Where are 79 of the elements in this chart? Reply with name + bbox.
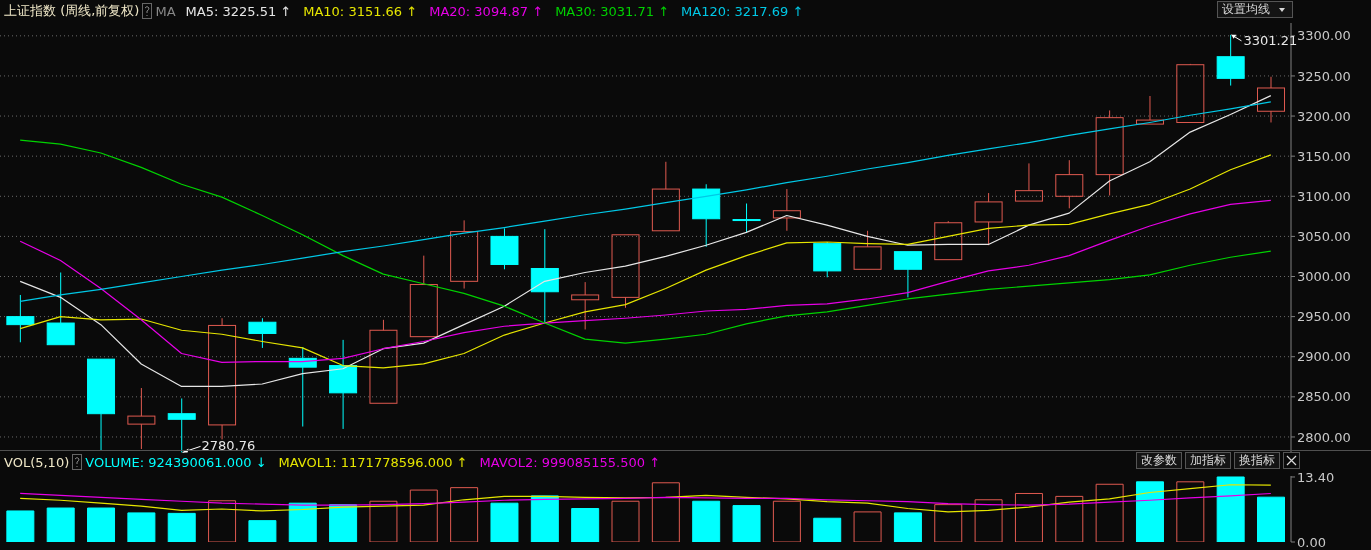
text: MA30: 3031.71 ↑: [555, 3, 670, 19]
bar: [1216, 476, 1245, 542]
bar: [167, 512, 196, 542]
candlestick: [248, 317, 277, 349]
bar: [853, 511, 882, 542]
annotation: 2780.76: [201, 438, 256, 454]
candlestick: [571, 281, 600, 330]
bar: [490, 502, 519, 542]
annotation: 加指标: [1185, 452, 1231, 469]
bar: [329, 504, 358, 542]
line-series: [19, 154, 1272, 369]
y-tick-label: 3150.00: [1297, 148, 1351, 164]
y-tick-label: 3000.00: [1297, 269, 1351, 285]
y-tick-label: 3250.00: [1297, 68, 1351, 84]
candlestick: [530, 228, 559, 324]
bar: [813, 517, 842, 542]
bar: [530, 495, 559, 542]
candlestick: [127, 387, 156, 450]
bar: [974, 499, 1003, 542]
candlestick: [1216, 34, 1245, 87]
y-tick-label: 3050.00: [1297, 229, 1351, 245]
bar: [450, 487, 479, 542]
bar: [1095, 483, 1124, 542]
annotation: 改参数: [1136, 452, 1182, 469]
candlestick: [329, 339, 358, 430]
annotation: 换指标: [1234, 452, 1280, 469]
y-tick-label: 2900.00: [1297, 349, 1351, 365]
bar: [893, 512, 922, 542]
text: VOLUME: 924390061.000 ↓: [85, 454, 267, 470]
candlestick: [772, 188, 801, 232]
text: MA120: 3217.69 ↑: [681, 3, 804, 19]
line-series: [19, 139, 1272, 344]
text: 设置均线: [1217, 1, 1293, 18]
bar: [651, 482, 680, 542]
text: MA10: 3151.66 ↑: [303, 3, 418, 19]
bar: [87, 507, 116, 542]
bar: [369, 500, 398, 542]
bar: [208, 500, 237, 542]
bar: [1135, 481, 1164, 542]
line-series: [19, 199, 1272, 363]
y-tick-label: 3100.00: [1297, 188, 1351, 204]
bar: [772, 500, 801, 542]
bar: [611, 500, 640, 542]
y-tick-label: 2800.00: [1297, 429, 1351, 445]
bar: [6, 510, 35, 542]
bar: [248, 520, 277, 542]
annotation: 3301.21: [1243, 32, 1298, 48]
text: MAVOL1: 1171778596.000 ↑: [278, 454, 468, 470]
y-tick-label: 3300.00: [1297, 28, 1351, 44]
bar: [288, 502, 317, 542]
bar: [46, 507, 75, 542]
bar: [1257, 496, 1286, 542]
candlestick: [1055, 159, 1084, 209]
y-tick-label: 3200.00: [1297, 108, 1351, 124]
bar: [1176, 481, 1205, 542]
candlestick: [208, 317, 237, 440]
bar: [571, 508, 600, 542]
bar: [934, 504, 963, 542]
text: MA5: 3225.51 ↑: [185, 3, 292, 19]
legend-title: MA: [155, 3, 176, 19]
text: MA20: 3094.87 ↑: [429, 3, 544, 19]
y-tick-label: 2950.00: [1297, 309, 1351, 325]
y-tick-label: 2850.00: [1297, 389, 1351, 405]
bar: [692, 500, 721, 542]
y-tick-label: 0.00: [1297, 534, 1326, 550]
line-series: [19, 484, 1272, 513]
bar: [127, 512, 156, 542]
bar: [732, 505, 761, 542]
bar: [409, 489, 438, 542]
chart-title: 上证指数 (周线,前复权): [4, 2, 140, 20]
line-series: [19, 492, 1272, 506]
bar: [1014, 492, 1043, 542]
y-tick-label: 13.40: [1297, 469, 1335, 485]
text: MAVOL2: 999085155.500 ↑: [479, 454, 661, 470]
bar: [1055, 495, 1084, 542]
candlestick: [1095, 109, 1124, 196]
candlestick: [1257, 76, 1286, 123]
chart-title: VOL(5,10): [4, 454, 70, 470]
candlestick: [450, 219, 479, 290]
